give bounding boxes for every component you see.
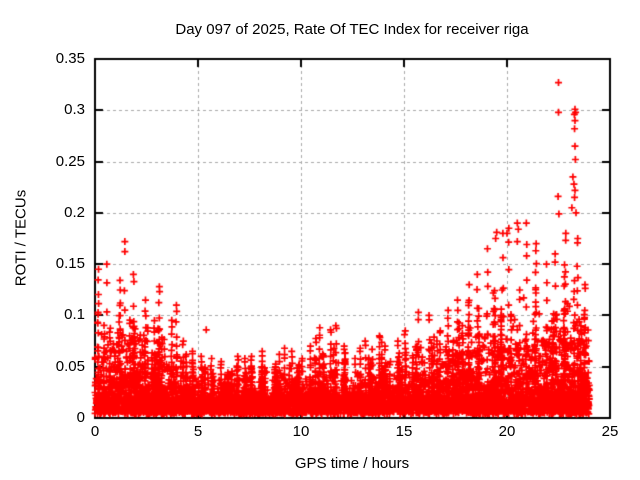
x-tick-label: 0 bbox=[90, 423, 100, 440]
x-tick-label: 20 bbox=[498, 423, 516, 440]
x-tick-label: 25 bbox=[601, 423, 619, 440]
y-tick-label: 0.15 bbox=[55, 255, 85, 273]
y-tick-label: 0.35 bbox=[55, 50, 85, 67]
chart-title: Day 097 of 2025, Rate Of TEC Index for r… bbox=[175, 21, 529, 38]
y-tick-label: 0.3 bbox=[64, 101, 85, 119]
y-tick-label: 0.1 bbox=[64, 306, 85, 324]
x-axis-label: GPS time / hours bbox=[294, 455, 410, 472]
x-tick-label: 5 bbox=[193, 423, 203, 440]
y-tick-label: 0 bbox=[76, 409, 85, 426]
x-tick-label: 15 bbox=[395, 423, 413, 440]
x-tick-label: 10 bbox=[292, 423, 310, 440]
y-tick-label: 0.2 bbox=[64, 203, 85, 221]
y-tick-label: 0.25 bbox=[55, 152, 85, 170]
y-tick-label: 0.05 bbox=[55, 357, 85, 375]
